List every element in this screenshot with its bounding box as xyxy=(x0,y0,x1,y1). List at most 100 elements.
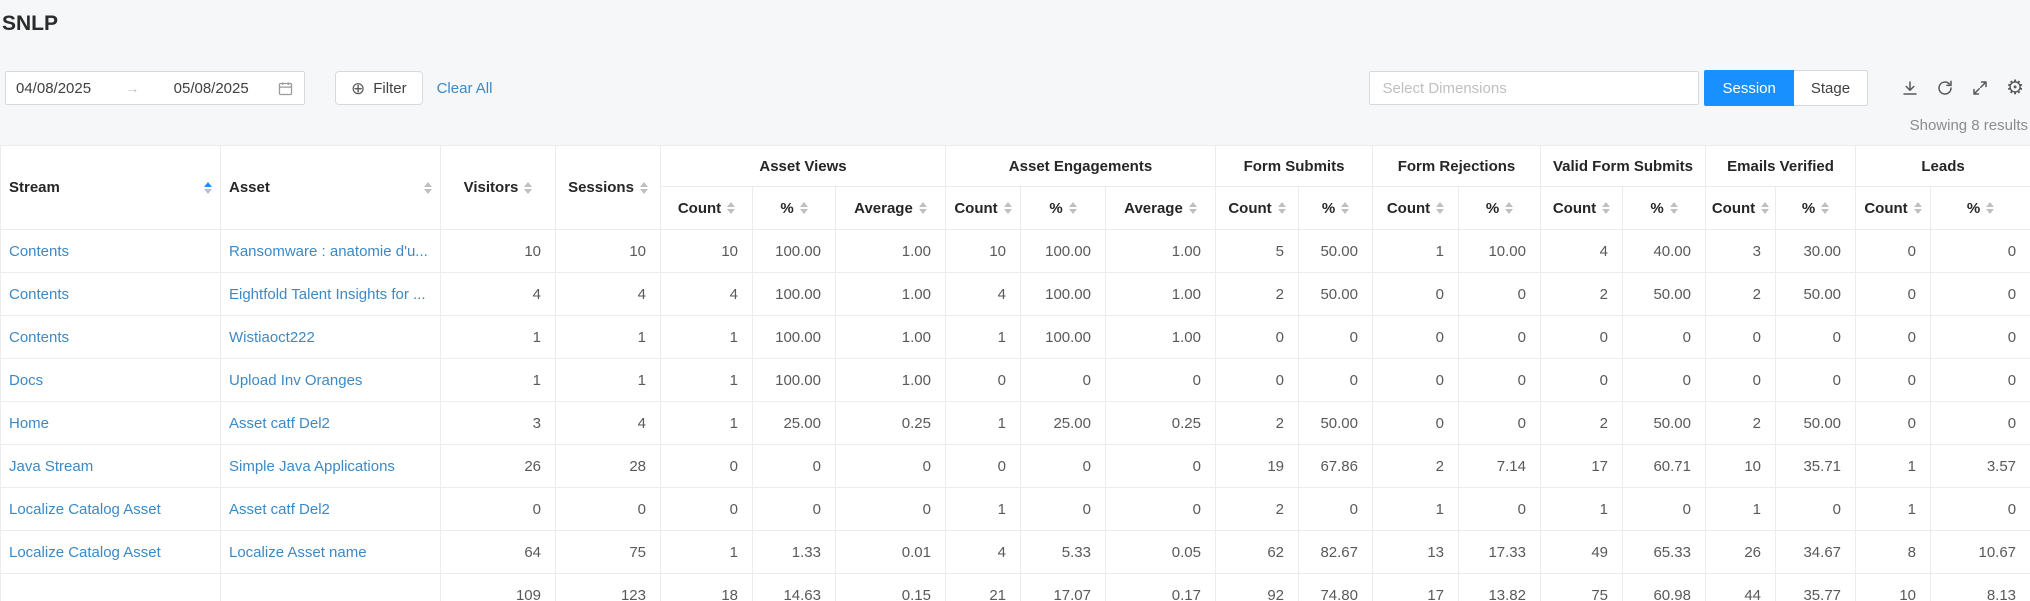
table-row: Localize Catalog Asset Localize Asset nam… xyxy=(0,530,2030,574)
date-to[interactable]: 05/08/2025 xyxy=(173,79,249,97)
asset-link[interactable]: Localize Asset name xyxy=(229,543,367,561)
sort-icon[interactable] xyxy=(204,181,212,194)
cell-valid-form-submits-pct: 60.98 xyxy=(1622,573,1706,601)
column-header-leads-pct[interactable]: % xyxy=(1930,186,2030,230)
column-header-form-submits-pct[interactable]: % xyxy=(1298,186,1373,230)
asset-link[interactable]: Simple Java Applications xyxy=(229,457,395,475)
cell-leads-count: 10 xyxy=(1855,573,1932,601)
view-toggle-stage[interactable]: Stage xyxy=(1793,70,1869,106)
sort-icon[interactable] xyxy=(1913,202,1922,214)
column-header-asset-views-count[interactable]: Count xyxy=(660,186,753,230)
cell-leads-pct: 0 xyxy=(1930,272,2030,316)
sort-icon[interactable] xyxy=(727,202,736,214)
asset-link[interactable]: Asset catf Del2 xyxy=(229,500,330,518)
filter-button[interactable]: ⊕ Filter xyxy=(335,71,423,105)
sort-icon[interactable] xyxy=(1669,202,1678,214)
cell-form-rejections-pct: 7.14 xyxy=(1458,444,1541,488)
table-row: Contents Ransomware : anatomie d'u... 10 10… xyxy=(0,229,2030,273)
asset-link[interactable]: Wistiaoct222 xyxy=(229,328,315,346)
cell-asset: Upload Inv Oranges xyxy=(220,358,441,402)
stream-link[interactable]: Contents xyxy=(9,328,70,346)
stream-link[interactable]: Contents xyxy=(9,285,70,303)
stream-link[interactable]: Contents xyxy=(9,242,70,260)
stream-link[interactable]: Docs xyxy=(9,371,44,389)
column-header-form-rejections-count[interactable]: Count xyxy=(1372,186,1459,230)
view-toggle-session[interactable]: Session xyxy=(1704,70,1794,106)
column-header-asset-engagements-count[interactable]: Count xyxy=(945,186,1021,230)
sort-icon[interactable] xyxy=(1505,202,1514,214)
cell-form-submits-count: 0 xyxy=(1215,358,1299,402)
cell-emails-verified-count: 10 xyxy=(1705,444,1776,488)
column-header-sessions[interactable]: Sessions xyxy=(555,145,661,230)
stream-link[interactable]: Java Stream xyxy=(9,457,94,475)
asset-link[interactable]: Upload Inv Oranges xyxy=(229,371,363,389)
cell-asset-views-count: 4 xyxy=(660,272,753,316)
sort-icon[interactable] xyxy=(1761,202,1770,214)
cell-asset-views-count: 10 xyxy=(660,229,753,273)
sort-icon[interactable] xyxy=(1003,202,1012,214)
cell-asset-engagements-average: 1.00 xyxy=(1105,272,1216,316)
cell-form-rejections-pct: 0 xyxy=(1458,401,1541,445)
fullscreen-icon[interactable] xyxy=(1971,79,1989,97)
column-header-valid-form-submits-count[interactable]: Count xyxy=(1540,186,1623,230)
cell-form-rejections-count: 2 xyxy=(1372,444,1459,488)
sort-icon[interactable] xyxy=(1821,202,1830,214)
cell-asset-engagements-pct: 0 xyxy=(1020,444,1106,488)
column-header-asset-engagements-average[interactable]: Average xyxy=(1105,186,1216,230)
sort-icon[interactable] xyxy=(524,181,533,194)
view-toggle: Session Stage xyxy=(1704,70,1869,106)
download-icon[interactable] xyxy=(1901,79,1919,97)
cell-emails-verified-count: 0 xyxy=(1705,315,1776,359)
column-label: Count xyxy=(677,199,722,217)
asset-link[interactable]: Eightfold Talent Insights for ... xyxy=(229,285,426,303)
stream-link[interactable]: Home xyxy=(9,414,50,432)
calendar-icon[interactable] xyxy=(277,80,294,97)
date-range-picker[interactable]: 04/08/2025 → 05/08/2025 xyxy=(5,71,305,105)
cell-form-rejections-count: 0 xyxy=(1372,315,1459,359)
cell-leads-pct: 8.13 xyxy=(1930,573,2030,601)
column-header-emails-verified-count[interactable]: Count xyxy=(1705,186,1776,230)
sort-icon[interactable] xyxy=(918,202,927,214)
column-header-form-submits-count[interactable]: Count xyxy=(1215,186,1299,230)
sort-icon[interactable] xyxy=(1436,202,1445,214)
sort-icon[interactable] xyxy=(799,202,808,214)
column-header-valid-form-submits-pct[interactable]: % xyxy=(1622,186,1706,230)
stream-link[interactable]: Localize Catalog Asset xyxy=(9,543,161,561)
sort-icon[interactable] xyxy=(1277,202,1286,214)
cell-asset: Asset catf Del2 xyxy=(220,487,441,531)
column-header-asset-engagements-pct[interactable]: % xyxy=(1020,186,1106,230)
asset-link[interactable]: Ransomware : anatomie d'u... xyxy=(229,242,428,260)
column-header-asset-views-average[interactable]: Average xyxy=(835,186,946,230)
date-from[interactable]: 04/08/2025 xyxy=(16,79,92,97)
column-header-form-rejections-pct[interactable]: % xyxy=(1458,186,1541,230)
stream-link[interactable]: Localize Catalog Asset xyxy=(9,500,161,518)
refresh-icon[interactable] xyxy=(1936,79,1954,97)
column-header-leads-count[interactable]: Count xyxy=(1855,186,1932,230)
column-header-emails-verified-pct[interactable]: % xyxy=(1774,186,1857,230)
select-dimensions-input[interactable] xyxy=(1369,71,1700,105)
column-header-asset[interactable]: Asset xyxy=(220,145,441,230)
sort-icon[interactable] xyxy=(1068,202,1077,214)
column-header-stream[interactable]: Stream xyxy=(0,145,221,230)
sort-icon[interactable] xyxy=(1986,202,1995,214)
analytics-table: Stream Asset Visitors Sessions Asset Views As… xyxy=(0,145,2030,601)
sort-icon[interactable] xyxy=(424,181,432,194)
cell-asset-engagements-average: 1.00 xyxy=(1105,229,1216,273)
cell-emails-verified-count: 26 xyxy=(1705,530,1776,574)
column-header-visitors[interactable]: Visitors xyxy=(440,145,556,230)
cell-form-submits-pct: 0 xyxy=(1298,358,1373,402)
cell-form-rejections-count: 17 xyxy=(1372,573,1459,601)
column-header-asset-views-pct[interactable]: % xyxy=(752,186,836,230)
sort-icon[interactable] xyxy=(1188,202,1197,214)
cell-leads-pct: 0 xyxy=(1930,401,2030,445)
sort-icon[interactable] xyxy=(1602,202,1611,214)
sort-icon[interactable] xyxy=(1341,202,1350,214)
cell-asset-engagements-count: 0 xyxy=(945,444,1021,488)
asset-link[interactable]: Asset catf Del2 xyxy=(229,414,330,432)
sort-icon[interactable] xyxy=(639,181,648,194)
cell-asset-views-pct: 100.00 xyxy=(752,358,836,402)
cell-form-submits-count: 19 xyxy=(1215,444,1299,488)
cell-emails-verified-pct: 0 xyxy=(1774,315,1857,359)
settings-icon[interactable]: ⚙ xyxy=(2006,77,2024,99)
clear-all-link[interactable]: Clear All xyxy=(436,79,493,97)
